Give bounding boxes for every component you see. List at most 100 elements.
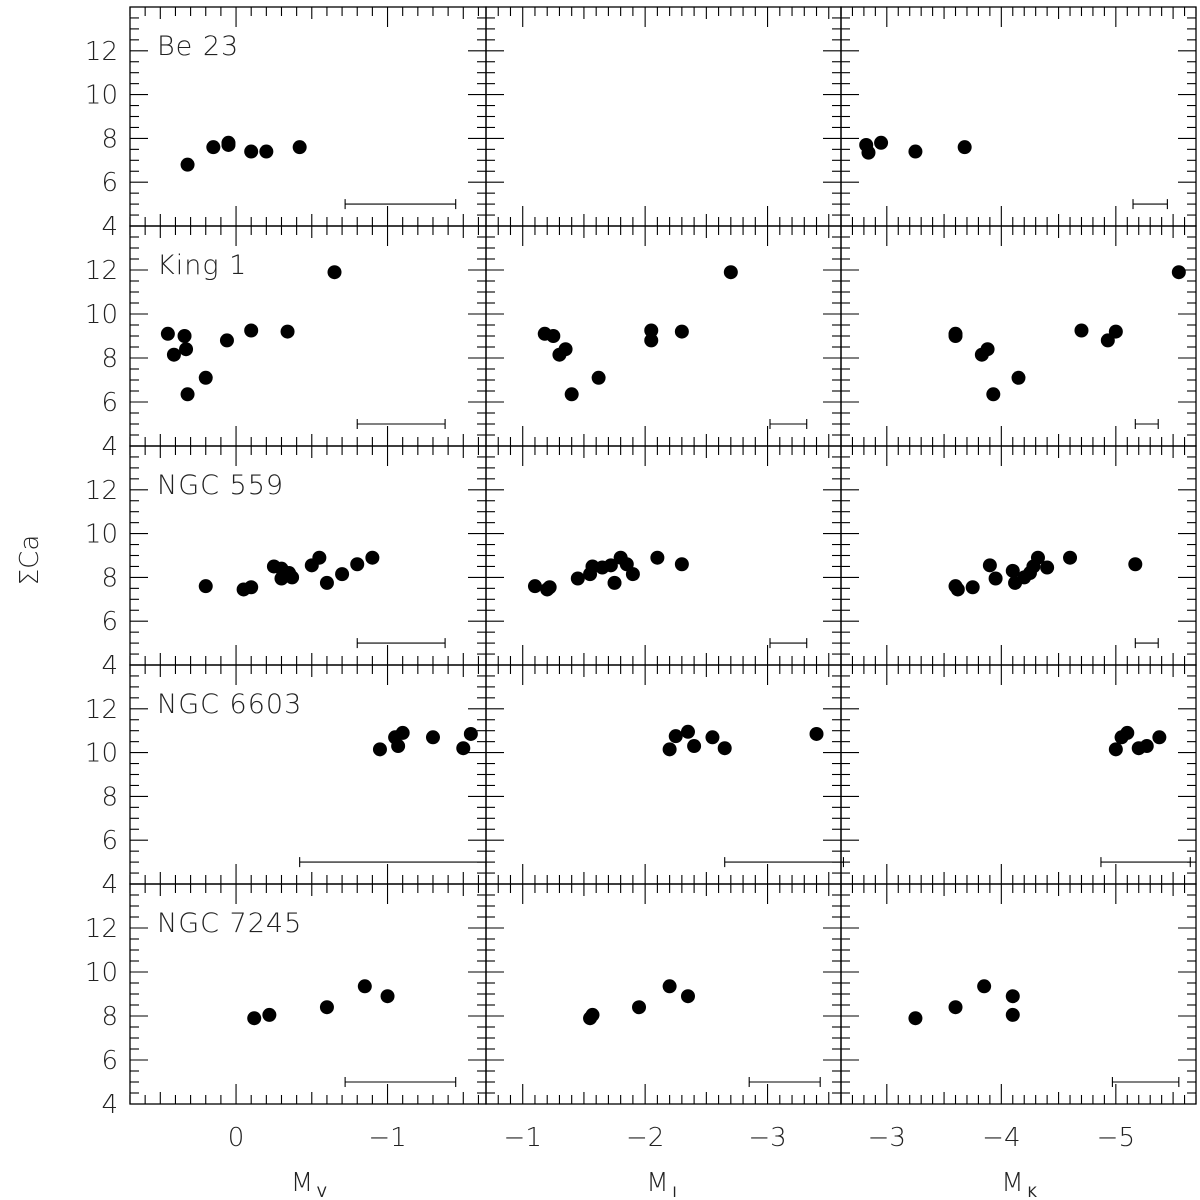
panel-be-23-col3 <box>840 6 1197 227</box>
data-point <box>809 726 824 741</box>
panel-king-1-col1: King 1 <box>129 225 487 447</box>
data-point <box>705 730 720 745</box>
x-tick-label: −5 <box>1097 1123 1135 1153</box>
y-tick-label: 4 <box>101 432 118 462</box>
data-point <box>319 1000 334 1015</box>
data-point <box>662 979 677 994</box>
panel-ngc-559-col1: NGC 559 <box>129 445 487 666</box>
data-point <box>723 265 738 280</box>
y-tick-label: 8 <box>101 344 118 374</box>
data-point <box>292 140 307 155</box>
data-point <box>668 729 683 744</box>
y-tick-label: 4 <box>101 212 118 242</box>
data-point <box>160 326 175 341</box>
data-point <box>180 387 195 402</box>
x-tick-label: −1 <box>504 1123 542 1153</box>
data-point <box>874 135 889 150</box>
data-point <box>585 1007 600 1022</box>
data-point <box>632 1000 647 1015</box>
y-axis-label: ΣCa <box>15 535 45 586</box>
x-axis-label-subscript: K <box>1028 1185 1038 1200</box>
y-tick-label: 10 <box>85 958 118 988</box>
panel-title: NGC 7245 <box>157 908 302 939</box>
data-point <box>463 726 478 741</box>
data-point <box>1171 265 1186 280</box>
y-tick-label: 12 <box>85 37 118 67</box>
data-point <box>262 1007 277 1022</box>
data-point <box>662 742 677 757</box>
data-point <box>259 144 274 159</box>
data-point <box>247 1011 262 1026</box>
data-point <box>180 157 195 172</box>
data-point <box>372 742 387 757</box>
y-tick-label: 6 <box>101 826 118 856</box>
data-point <box>650 550 665 565</box>
y-tick-label: 6 <box>101 607 118 637</box>
data-point <box>244 580 259 595</box>
data-point <box>687 739 702 754</box>
x-tick-label: −4 <box>982 1123 1020 1153</box>
data-point <box>957 140 972 155</box>
y-tick-label: 12 <box>85 476 118 506</box>
data-point <box>280 324 295 339</box>
y-tick-label: 10 <box>85 81 118 111</box>
data-point <box>1128 557 1143 572</box>
panel-frame <box>840 664 1197 885</box>
data-point <box>1152 730 1167 745</box>
data-point <box>625 567 640 582</box>
y-tick-label: 10 <box>85 520 118 550</box>
data-point <box>1005 563 1020 578</box>
data-point <box>527 579 542 594</box>
data-point <box>1074 323 1089 338</box>
data-point <box>1108 742 1123 757</box>
data-point <box>1139 739 1154 754</box>
y-tick-label: 12 <box>85 695 118 725</box>
data-point <box>680 724 695 739</box>
panel-be-23-col2 <box>485 6 842 227</box>
data-point <box>219 333 234 348</box>
data-point <box>542 580 557 595</box>
data-point <box>1063 550 1078 565</box>
data-point <box>327 265 342 280</box>
panel-ngc-6603-col1: NGC 6603 <box>129 664 487 885</box>
x-axis-label: M <box>291 1168 313 1198</box>
panel-ngc-6603-col3 <box>840 664 1197 885</box>
y-tick-label: 12 <box>85 914 118 944</box>
data-point <box>244 144 259 159</box>
y-tick-label: 6 <box>101 168 118 198</box>
y-tick-label: 10 <box>85 739 118 769</box>
y-tick-label: 8 <box>101 563 118 593</box>
data-point <box>607 575 622 590</box>
data-point <box>680 989 695 1004</box>
data-point <box>1005 1007 1020 1022</box>
x-axis-label: M <box>646 1168 668 1198</box>
x-tick-label: −3 <box>868 1123 906 1153</box>
data-point <box>206 140 221 155</box>
data-point <box>198 370 213 385</box>
data-point <box>1120 725 1135 740</box>
data-point <box>950 582 965 597</box>
panel-king-1-col2 <box>485 225 842 447</box>
data-point <box>365 550 380 565</box>
y-tick-label: 6 <box>101 388 118 418</box>
y-tick-label: 6 <box>101 1046 118 1076</box>
data-point <box>982 558 997 573</box>
data-point <box>644 323 659 338</box>
data-point <box>558 342 573 357</box>
x-axis-label-subscript: V <box>317 1185 327 1200</box>
data-point <box>908 1011 923 1026</box>
data-point <box>166 347 181 362</box>
data-point <box>591 370 606 385</box>
data-point <box>546 329 561 343</box>
data-point <box>456 741 471 756</box>
y-tick-label: 12 <box>85 256 118 286</box>
data-point <box>1108 324 1123 339</box>
data-point <box>603 558 618 573</box>
panel-frame <box>485 6 842 227</box>
x-tick-label: −1 <box>368 1123 406 1153</box>
x-tick-label: 0 <box>228 1123 245 1153</box>
panel-ngc-6603-col2 <box>485 664 844 885</box>
data-point <box>395 725 410 740</box>
panel-grid: Be 23 4 6 8 10 12 King 1 4 6 8 10 12 NGC 559 4 6 8 10 12 N… <box>85 6 1197 1120</box>
x-axis-label-subscript: I <box>673 1185 677 1200</box>
